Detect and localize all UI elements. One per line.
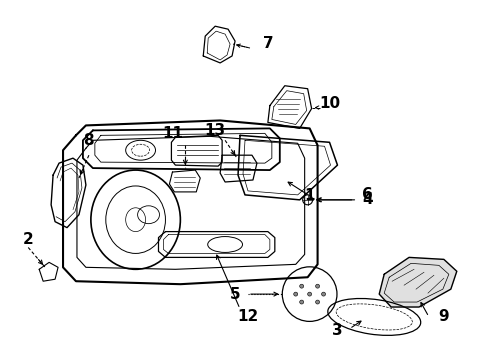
Text: 10: 10	[319, 96, 340, 111]
Ellipse shape	[300, 284, 304, 288]
Ellipse shape	[294, 292, 298, 296]
Ellipse shape	[321, 292, 325, 296]
Text: 7: 7	[263, 36, 273, 50]
Text: 5: 5	[230, 287, 241, 302]
Ellipse shape	[316, 284, 319, 288]
Ellipse shape	[300, 300, 304, 304]
Polygon shape	[379, 257, 457, 307]
Text: 2: 2	[23, 232, 34, 247]
Ellipse shape	[316, 300, 319, 304]
Text: 11: 11	[162, 126, 183, 141]
Text: 6: 6	[362, 188, 373, 202]
Text: 1: 1	[304, 188, 315, 203]
Text: 13: 13	[205, 123, 226, 138]
Text: 12: 12	[237, 310, 259, 324]
Text: 9: 9	[439, 310, 449, 324]
Text: 4: 4	[362, 192, 372, 207]
Ellipse shape	[308, 292, 312, 296]
Text: 8: 8	[84, 133, 94, 148]
Text: 3: 3	[332, 323, 343, 338]
